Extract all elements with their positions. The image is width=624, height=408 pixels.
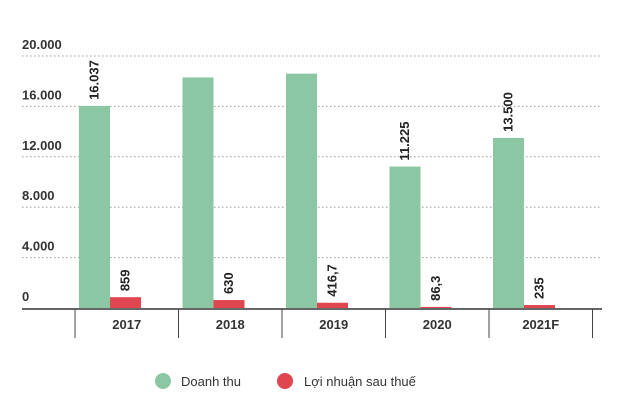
data-label: 630: [221, 272, 236, 294]
data-label: 416,7: [325, 264, 340, 297]
y-tick-label: 16.000: [22, 87, 62, 102]
legend-marker: [155, 373, 171, 389]
legend-label: Doanh thu: [181, 374, 241, 389]
data-labels: 16.037 859 630 416,7 11.225 86,3 13.500 235: [87, 60, 547, 301]
bar-loi-nhuan: [110, 297, 141, 308]
data-label: 13.500: [501, 92, 516, 132]
data-label: 16.037: [87, 60, 102, 100]
bar-loi-nhuan: [524, 305, 555, 308]
bar-loi-nhuan: [420, 306, 452, 308]
y-tick-label: 4.000: [22, 239, 55, 254]
bar-doanh-thu: [79, 105, 110, 308]
x-tick-label: 2018: [216, 317, 245, 332]
x-tick-label: 2021F: [522, 317, 559, 332]
bars: [79, 73, 555, 308]
y-axis-ticks: 0 4.000 8.000 12.000 16.000 20.000: [22, 37, 62, 304]
x-tick-label: 2019: [319, 317, 348, 332]
bar-doanh-thu: [389, 166, 421, 308]
legend-label: Lợi nhuận sau thuế: [304, 374, 417, 389]
data-label: 86,3: [428, 276, 443, 301]
x-axis: 2017 2018 2019 2020 2021F: [22, 308, 602, 338]
data-label: 235: [532, 277, 547, 299]
x-tick-label: 2020: [423, 317, 452, 332]
bar-doanh-thu: [286, 73, 317, 308]
bar-doanh-thu: [493, 137, 524, 308]
bar-doanh-thu: [182, 77, 214, 308]
bar-loi-nhuan: [213, 300, 245, 308]
y-tick-label: 20.000: [22, 37, 62, 52]
legend-marker: [277, 373, 293, 389]
bar-loi-nhuan: [317, 302, 348, 308]
x-tick-label: 2017: [112, 317, 141, 332]
data-label: 859: [118, 269, 133, 291]
legend: Doanh thu Lợi nhuận sau thuế: [155, 373, 417, 389]
data-label: 11.225: [397, 122, 412, 161]
y-tick-label: 0: [22, 289, 29, 304]
y-tick-label: 12.000: [22, 138, 62, 153]
gridlines: [22, 55, 602, 259]
y-tick-label: 8.000: [22, 188, 55, 203]
